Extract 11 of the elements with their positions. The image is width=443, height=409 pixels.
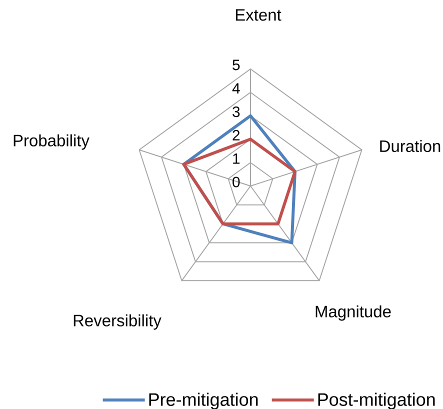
y-tick-label: 4 [232,83,240,94]
y-tick-label: 5 [232,60,240,70]
y-tick-label: 0 [232,176,240,188]
spoke-label: Reversibility [74,314,162,330]
spoke-label: Probability [14,134,90,150]
spoke-label: Extent [236,9,282,21]
y-tick-label: 3 [232,106,240,118]
y-tick-label: 1 [233,153,240,164]
y-tick-label: 2 [232,130,240,140]
spoke-label: Duration [380,140,440,152]
spoke-label: Magnitude [316,305,391,321]
